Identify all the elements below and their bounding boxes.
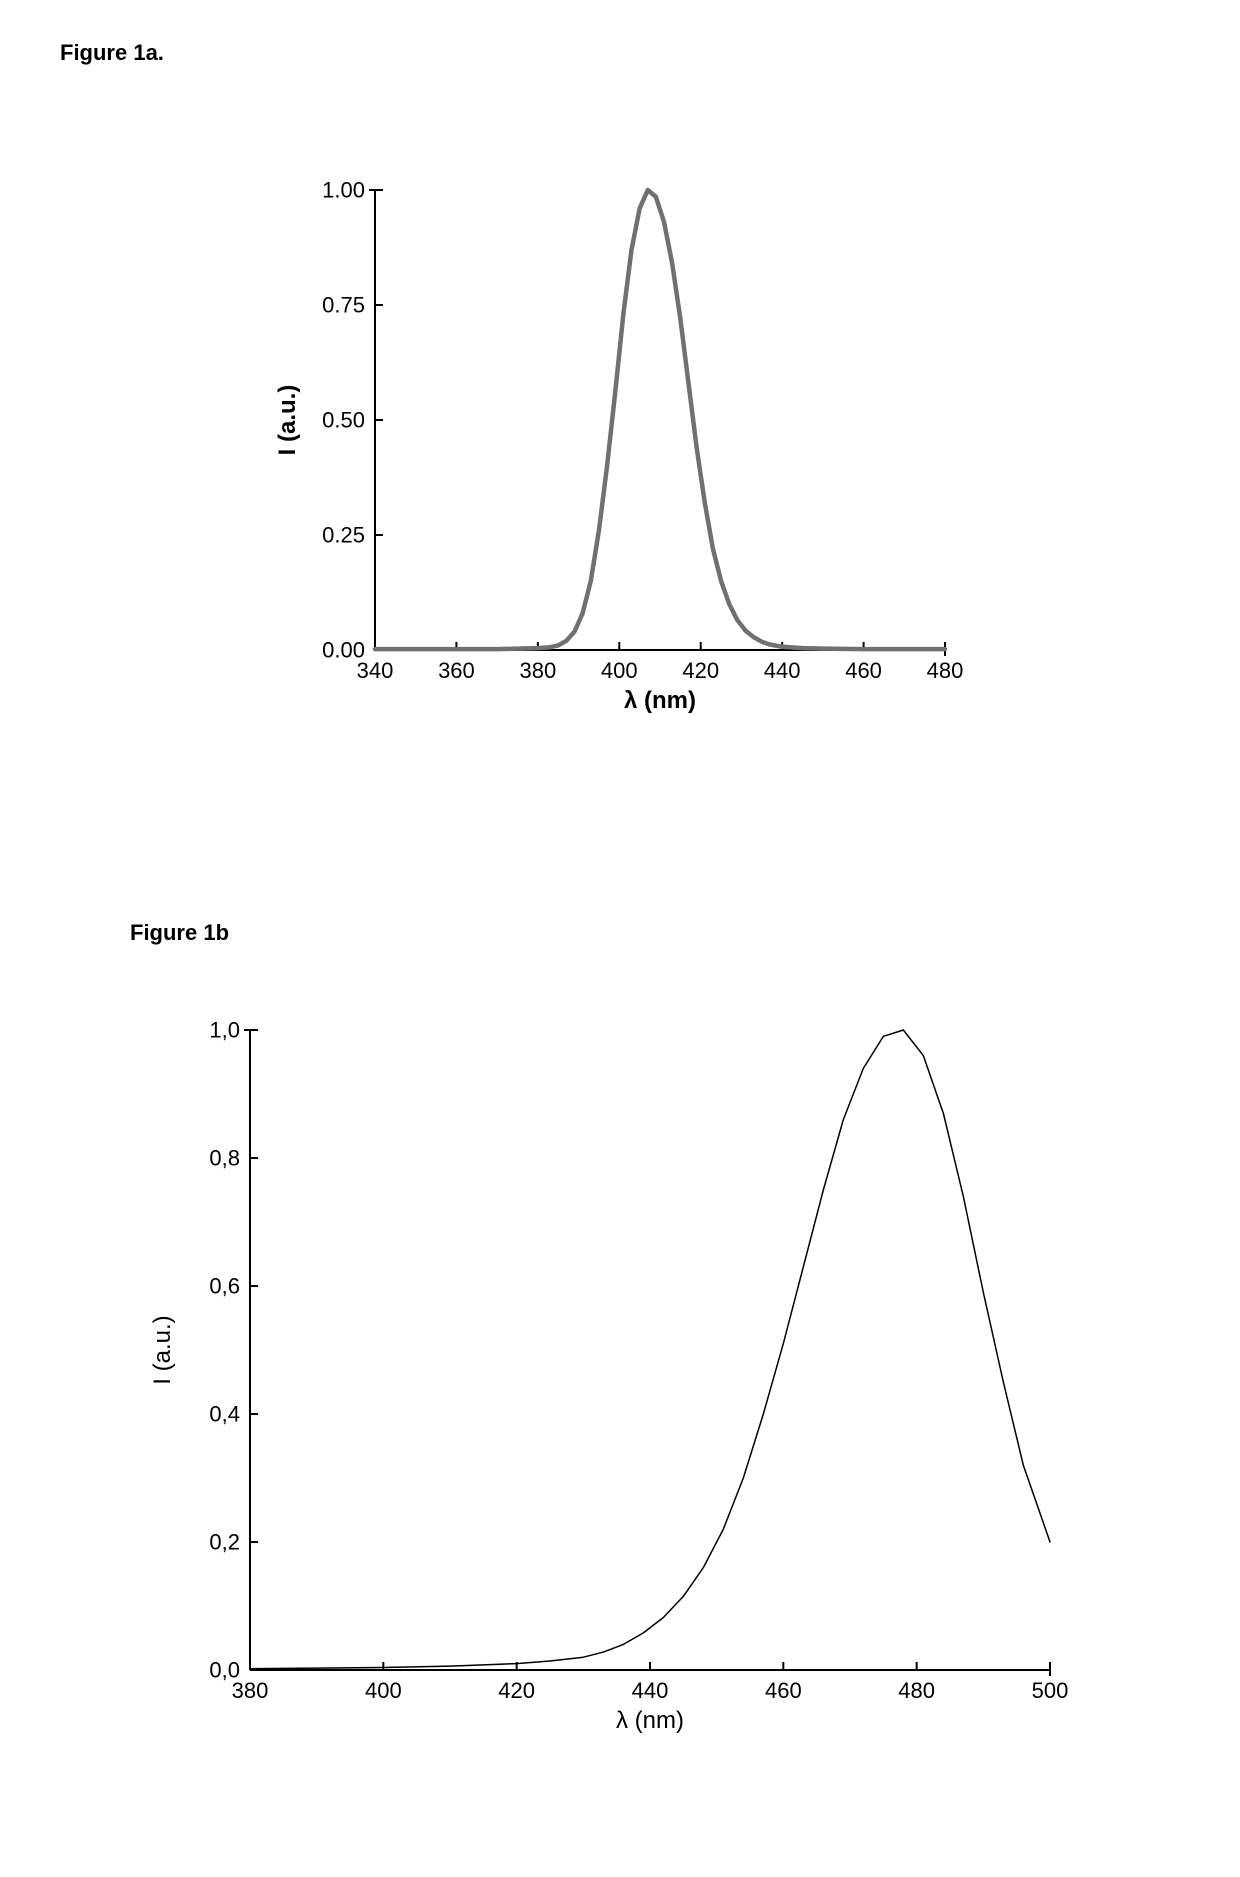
page: Figure 1a. 3403603804004204404604800.000… bbox=[0, 0, 1240, 1877]
figure-b-label: Figure 1b bbox=[130, 920, 229, 946]
x-tick-label: 500 bbox=[1032, 1678, 1069, 1703]
y-tick-label: 0,0 bbox=[209, 1658, 240, 1683]
y-tick-label: 0,6 bbox=[209, 1274, 240, 1299]
x-tick-label: 480 bbox=[898, 1678, 935, 1703]
y-axis-label: I (a.u.) bbox=[149, 1315, 176, 1384]
figure-a-chart: 3403603804004204404604800.000.250.500.75… bbox=[260, 160, 980, 720]
y-tick-label: 0.25 bbox=[322, 523, 365, 548]
y-tick-label: 0,2 bbox=[209, 1530, 240, 1555]
y-tick-label: 1.00 bbox=[322, 178, 365, 203]
y-tick-label: 0,4 bbox=[209, 1402, 240, 1427]
x-tick-label: 400 bbox=[365, 1678, 402, 1703]
x-tick-label: 380 bbox=[519, 658, 556, 683]
x-tick-label: 440 bbox=[632, 1678, 669, 1703]
y-tick-label: 0.00 bbox=[322, 638, 365, 663]
x-tick-label: 460 bbox=[845, 658, 882, 683]
x-tick-label: 400 bbox=[601, 658, 638, 683]
x-tick-label: 420 bbox=[682, 658, 719, 683]
y-axis-label: I (a.u.) bbox=[274, 385, 301, 456]
figure-b-chart: 3804004204404604805000,00,20,40,60,81,0λ… bbox=[130, 1000, 1090, 1770]
y-tick-label: 0.50 bbox=[322, 408, 365, 433]
y-tick-label: 0,8 bbox=[209, 1146, 240, 1171]
y-tick-label: 0.75 bbox=[322, 293, 365, 318]
x-tick-label: 420 bbox=[498, 1678, 535, 1703]
y-tick-label: 1,0 bbox=[209, 1018, 240, 1043]
x-axis-label: λ (nm) bbox=[624, 687, 696, 714]
x-axis-label: λ (nm) bbox=[616, 1707, 684, 1734]
figure-a-label: Figure 1a. bbox=[60, 40, 164, 66]
x-tick-label: 360 bbox=[438, 658, 475, 683]
x-tick-label: 460 bbox=[765, 1678, 802, 1703]
x-tick-label: 440 bbox=[764, 658, 801, 683]
x-tick-label: 480 bbox=[927, 658, 964, 683]
